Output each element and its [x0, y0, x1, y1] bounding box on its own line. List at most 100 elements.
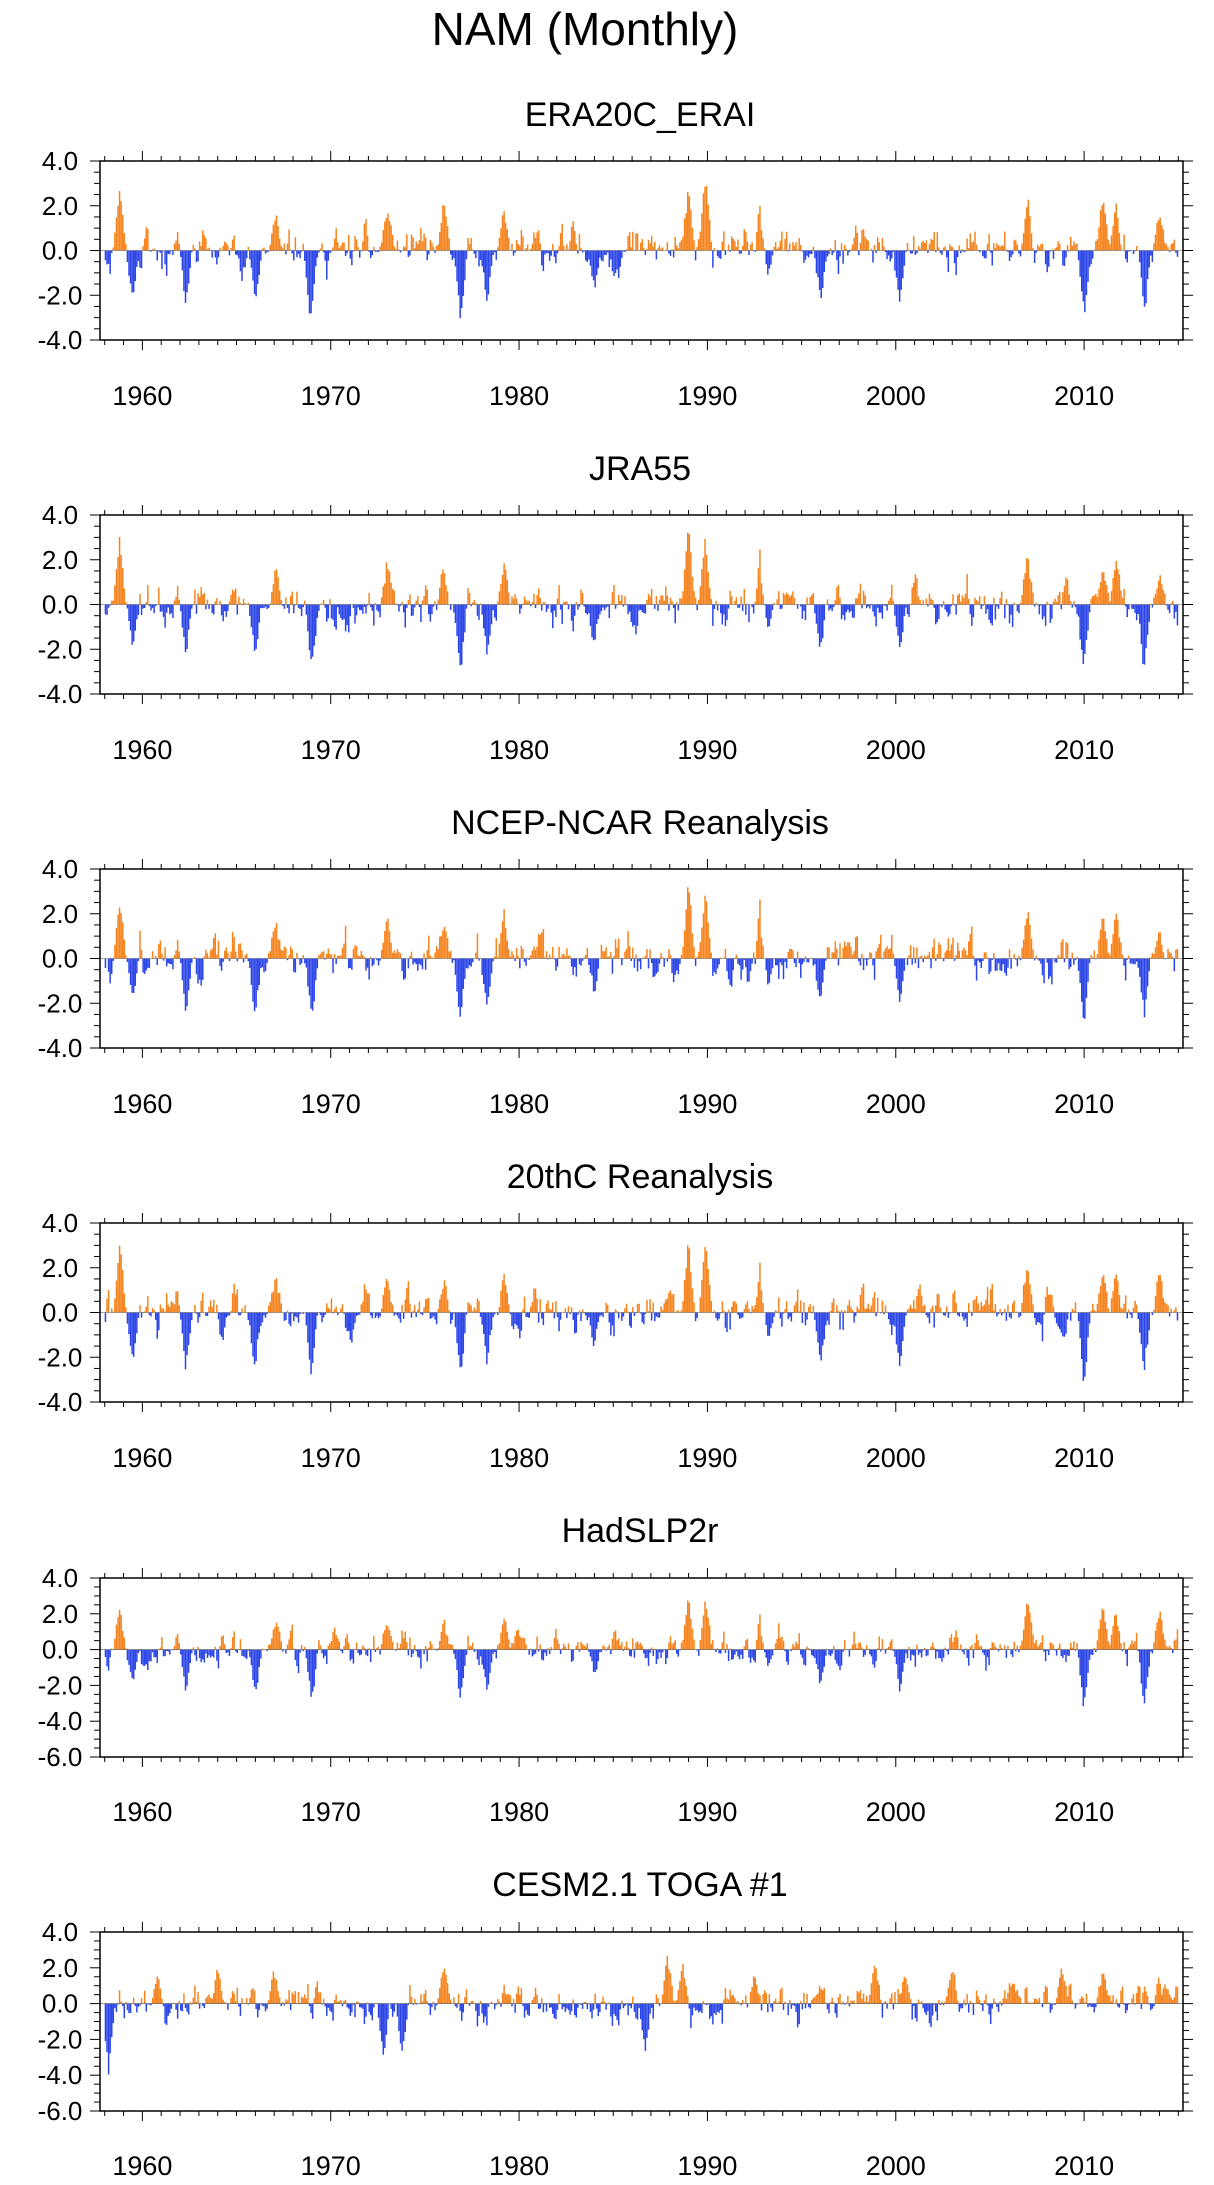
- bar-month: [745, 232, 747, 251]
- bar-month: [1066, 1649, 1069, 1656]
- bar-month: [140, 250, 143, 269]
- bar-month: [982, 250, 984, 257]
- bar-month: [1143, 1649, 1146, 1704]
- y-axis: 4.02.00.0-2.0-4.0: [38, 1208, 1193, 1417]
- bar-month: [1032, 1304, 1034, 1313]
- bar-month: [175, 596, 177, 605]
- x-tick-label: 1970: [301, 381, 361, 411]
- bar-month: [865, 1645, 868, 1650]
- bar-month: [519, 604, 521, 614]
- bar-month: [544, 957, 546, 959]
- bar-month: [889, 1998, 891, 2004]
- bar-month: [183, 1993, 185, 2004]
- bar-month: [752, 1976, 755, 2004]
- bar-month: [628, 232, 631, 251]
- bar-month: [164, 1311, 166, 1313]
- bar-month: [151, 1307, 154, 1313]
- bar-month: [834, 2003, 837, 2014]
- bar-month: [341, 1649, 344, 1654]
- bar-month: [384, 1287, 386, 1313]
- bar-month: [679, 598, 681, 605]
- bar-month: [173, 1645, 176, 1650]
- bar-month: [1013, 1984, 1015, 2004]
- bar-month: [847, 1305, 849, 1313]
- bar-month: [399, 953, 402, 959]
- bar-month: [939, 1307, 942, 1313]
- bar-month: [624, 250, 626, 252]
- bar-month: [967, 1649, 970, 1666]
- bar-month: [125, 1648, 127, 1650]
- bar-month: [247, 2003, 250, 2005]
- bar-month: [169, 1306, 171, 1313]
- y-tick-label: 0.0: [42, 944, 78, 974]
- bar-month: [486, 958, 488, 1005]
- bar-month: [363, 223, 366, 251]
- bar-month: [324, 1649, 326, 1656]
- bar-series: [104, 1600, 1179, 1707]
- bar-month: [305, 1312, 308, 1326]
- bar-month: [688, 534, 691, 605]
- bar-month: [145, 958, 148, 971]
- bar-month: [321, 951, 323, 959]
- bar-month: [1076, 604, 1078, 615]
- bar-month: [1076, 1642, 1078, 1650]
- bar-month: [107, 250, 110, 264]
- bar-month: [442, 1972, 444, 2004]
- bar-month: [1029, 1612, 1031, 1650]
- bar-month: [781, 958, 783, 966]
- bar-month: [429, 239, 432, 251]
- bar-month: [1030, 233, 1033, 251]
- bar-month: [1044, 1649, 1047, 1662]
- bar-month: [209, 1649, 212, 1658]
- bar-month: [428, 604, 430, 615]
- bar-month: [1170, 244, 1172, 251]
- bar-month: [828, 1312, 830, 1325]
- bar-month: [191, 1649, 193, 1654]
- bar-month: [996, 2003, 998, 2008]
- bar-month: [1096, 953, 1099, 959]
- bar-month: [952, 1293, 954, 1313]
- bar-month: [150, 1312, 152, 1317]
- bar-month: [654, 958, 656, 977]
- bar-month: [503, 1273, 505, 1313]
- bar-month: [291, 949, 293, 959]
- bar-month: [280, 245, 282, 251]
- bar-month: [875, 1312, 877, 1317]
- bar-month: [134, 1649, 137, 1670]
- bar-month: [1140, 958, 1143, 993]
- x-tick-label: 1970: [301, 1443, 361, 1473]
- bar-month: [319, 1312, 322, 1315]
- bar-month: [1007, 1304, 1009, 1313]
- bar-month: [661, 1649, 664, 1653]
- bar-month: [1052, 601, 1055, 605]
- bar-month: [803, 604, 805, 611]
- bar-month: [420, 958, 422, 966]
- bar-month: [409, 1303, 411, 1313]
- bar-month: [751, 1649, 753, 1658]
- bar-month: [489, 604, 491, 636]
- bar-month: [272, 224, 275, 251]
- bar-month: [271, 592, 273, 605]
- bar-month: [354, 235, 356, 251]
- bar-month: [710, 599, 713, 605]
- bar-month: [676, 602, 678, 605]
- bar-month: [1109, 243, 1111, 251]
- bar-month: [782, 2003, 785, 2010]
- bar-month: [567, 955, 570, 959]
- bar-month: [680, 954, 683, 959]
- bar-month: [368, 1648, 370, 1650]
- bar-month: [1101, 1973, 1103, 2004]
- bar-month: [633, 1312, 636, 1316]
- bar-month: [729, 590, 731, 605]
- bar-month: [953, 604, 956, 606]
- bar-month: [555, 604, 557, 618]
- bar-month: [365, 1649, 367, 1655]
- bar-month: [250, 1312, 253, 1344]
- bar-month: [492, 1312, 494, 1318]
- bar-month: [591, 250, 593, 277]
- bar-month: [338, 1641, 341, 1650]
- bar-month: [719, 957, 722, 959]
- bar-month: [534, 237, 537, 251]
- bar-month: [699, 2003, 702, 2012]
- bar-month: [946, 1996, 948, 2004]
